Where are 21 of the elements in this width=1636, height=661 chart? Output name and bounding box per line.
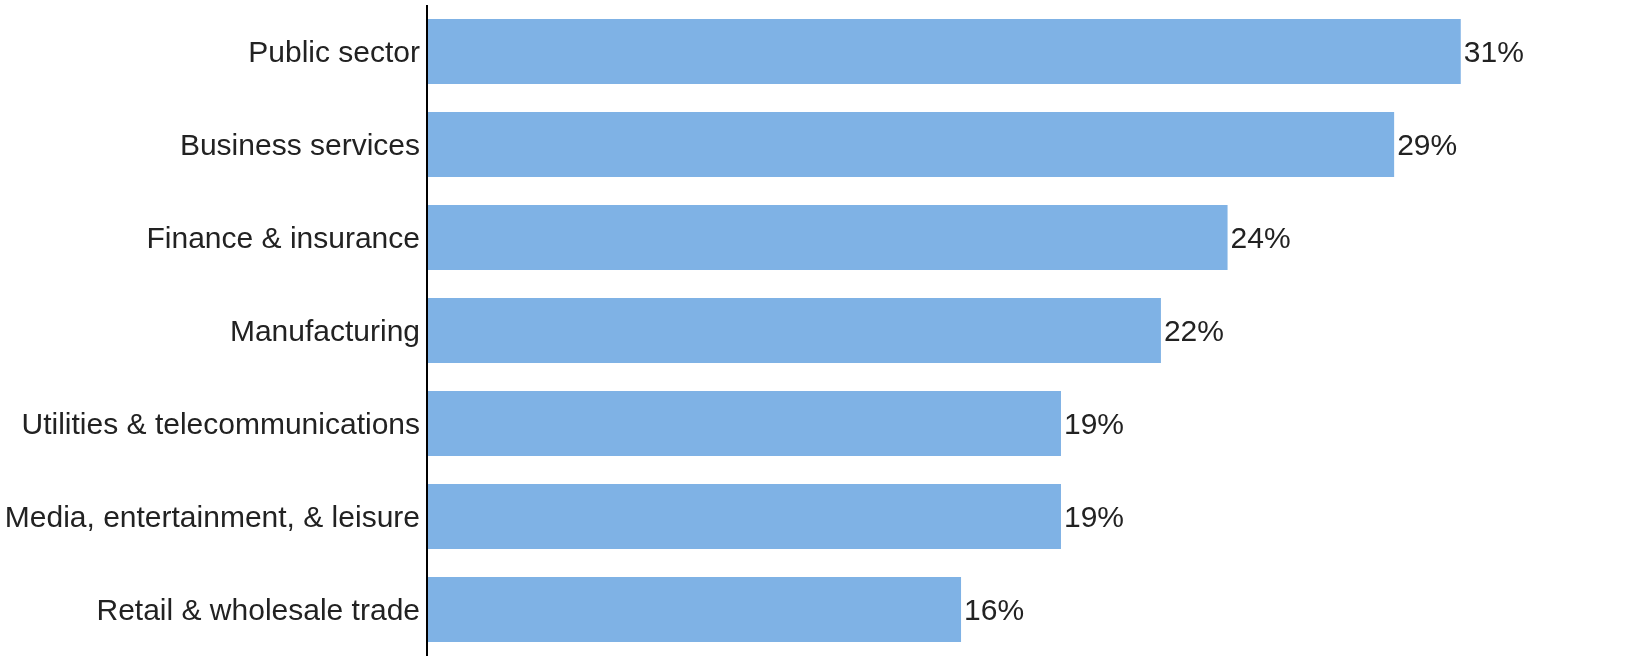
data-label: 29% [1397,128,1458,161]
bar [428,483,1061,550]
y-tick-label: Finance & insurance [146,221,420,254]
bar [428,390,1061,457]
y-tick-label: Media, entertainment, & leisure [4,500,420,533]
y-tick-label: Retail & wholesale trade [96,593,420,626]
y-tick-label: Public sector [248,35,420,68]
y-tick-label: Manufacturing [229,314,420,347]
data-label: 31% [1463,35,1524,68]
data-label: 24% [1230,221,1291,254]
bar [428,297,1161,364]
bar [428,204,1228,271]
y-tick-label: Business services [179,128,420,161]
y-tick-label: Utilities & telecommunications [21,407,420,440]
bar [428,576,962,643]
data-label: 19% [1063,500,1125,533]
data-label: 22% [1163,314,1224,347]
data-label: 16% [964,593,1025,626]
bar [428,111,1395,178]
bar [428,18,1461,85]
data-label: 19% [1063,407,1125,440]
